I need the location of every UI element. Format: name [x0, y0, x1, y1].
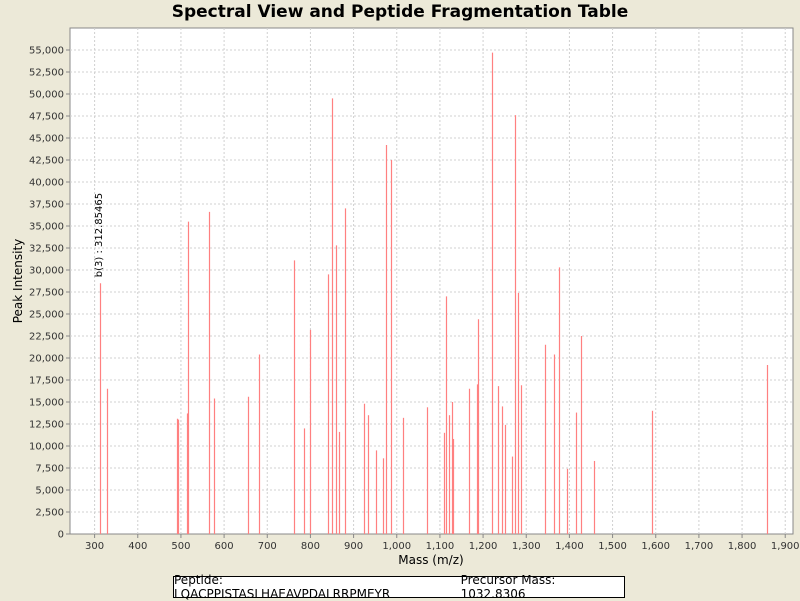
- y-tick-label: 22,500: [29, 332, 64, 343]
- x-tick-label: 1,100: [426, 541, 455, 552]
- x-tick-label: 400: [128, 541, 147, 552]
- x-tick-label: 1,400: [555, 541, 584, 552]
- x-tick-label: 1,700: [685, 541, 714, 552]
- y-tick-label: 15,000: [29, 398, 64, 409]
- peptide-label: Peptide: LQACPPISTASLHAEAVPDALRRPMEYR: [174, 573, 391, 601]
- x-tick-label: 1,800: [728, 541, 757, 552]
- x-tick-label: 800: [301, 541, 320, 552]
- x-tick-label: 1,300: [512, 541, 541, 552]
- x-tick-label: 1,200: [469, 541, 498, 552]
- y-tick-label: 50,000: [29, 90, 64, 101]
- peak-bars: [99, 52, 769, 534]
- plot-area: [69, 27, 794, 535]
- x-tick-label: 1,500: [598, 541, 627, 552]
- y-tick-label: 20,000: [29, 354, 64, 365]
- y-tick-label: 10,000: [29, 442, 64, 453]
- x-tick-label: 1,000: [382, 541, 411, 552]
- x-tick-label: 700: [258, 541, 277, 552]
- x-tick-label: 500: [171, 541, 190, 552]
- y-tick-label: 7,500: [35, 464, 64, 475]
- x-tick-label: 900: [344, 541, 363, 552]
- axes: 0 2,500 5,000 7,500 10,000 12,500 15,000 17,500…: [29, 46, 800, 553]
- y-tick-label: 32,500: [29, 244, 64, 255]
- peptide-info-box: Peptide: LQACPPISTASLHAEAVPDALRRPMEYR Pr…: [173, 573, 625, 601]
- y-tick-label: 42,500: [29, 156, 64, 167]
- y-tick-label: 47,500: [29, 112, 64, 123]
- y-tick-label: 52,500: [29, 68, 64, 79]
- grid-lines: [70, 28, 793, 534]
- x-tick-label: 1,600: [641, 541, 670, 552]
- y-tick-label: 30,000: [29, 266, 64, 277]
- x-axis-label: Mass (m/z): [398, 553, 463, 567]
- x-tick-label: 300: [85, 541, 104, 552]
- y-tick-label: 45,000: [29, 134, 64, 145]
- y-tick-label: 12,500: [29, 420, 64, 431]
- precursor-mass-label: Precursor Mass: 1032.8306: [460, 573, 556, 601]
- chart-title: Spectral View and Peptide Fragmentation …: [171, 2, 629, 22]
- annotations: b(3) : 312.85465: [94, 193, 105, 277]
- y-tick-label: 17,500: [29, 376, 64, 387]
- y-tick-label: 2,500: [35, 508, 64, 519]
- x-tick-label: 600: [215, 541, 234, 552]
- y-tick-label: 0: [58, 530, 64, 541]
- y-axis-label: Peak Intensity: [11, 239, 25, 324]
- y-tick-label: 25,000: [29, 310, 64, 321]
- y-tick-label: 55,000: [29, 46, 64, 57]
- y-tick-label: 35,000: [29, 222, 64, 233]
- peak-annotation: b(3) : 312.85465: [94, 193, 105, 277]
- y-tick-label: 40,000: [29, 178, 64, 189]
- y-tick-label: 37,500: [29, 200, 64, 211]
- y-tick-label: 5,000: [35, 486, 64, 497]
- x-tick-label: 1,900: [771, 541, 800, 552]
- y-tick-label: 27,500: [29, 288, 64, 299]
